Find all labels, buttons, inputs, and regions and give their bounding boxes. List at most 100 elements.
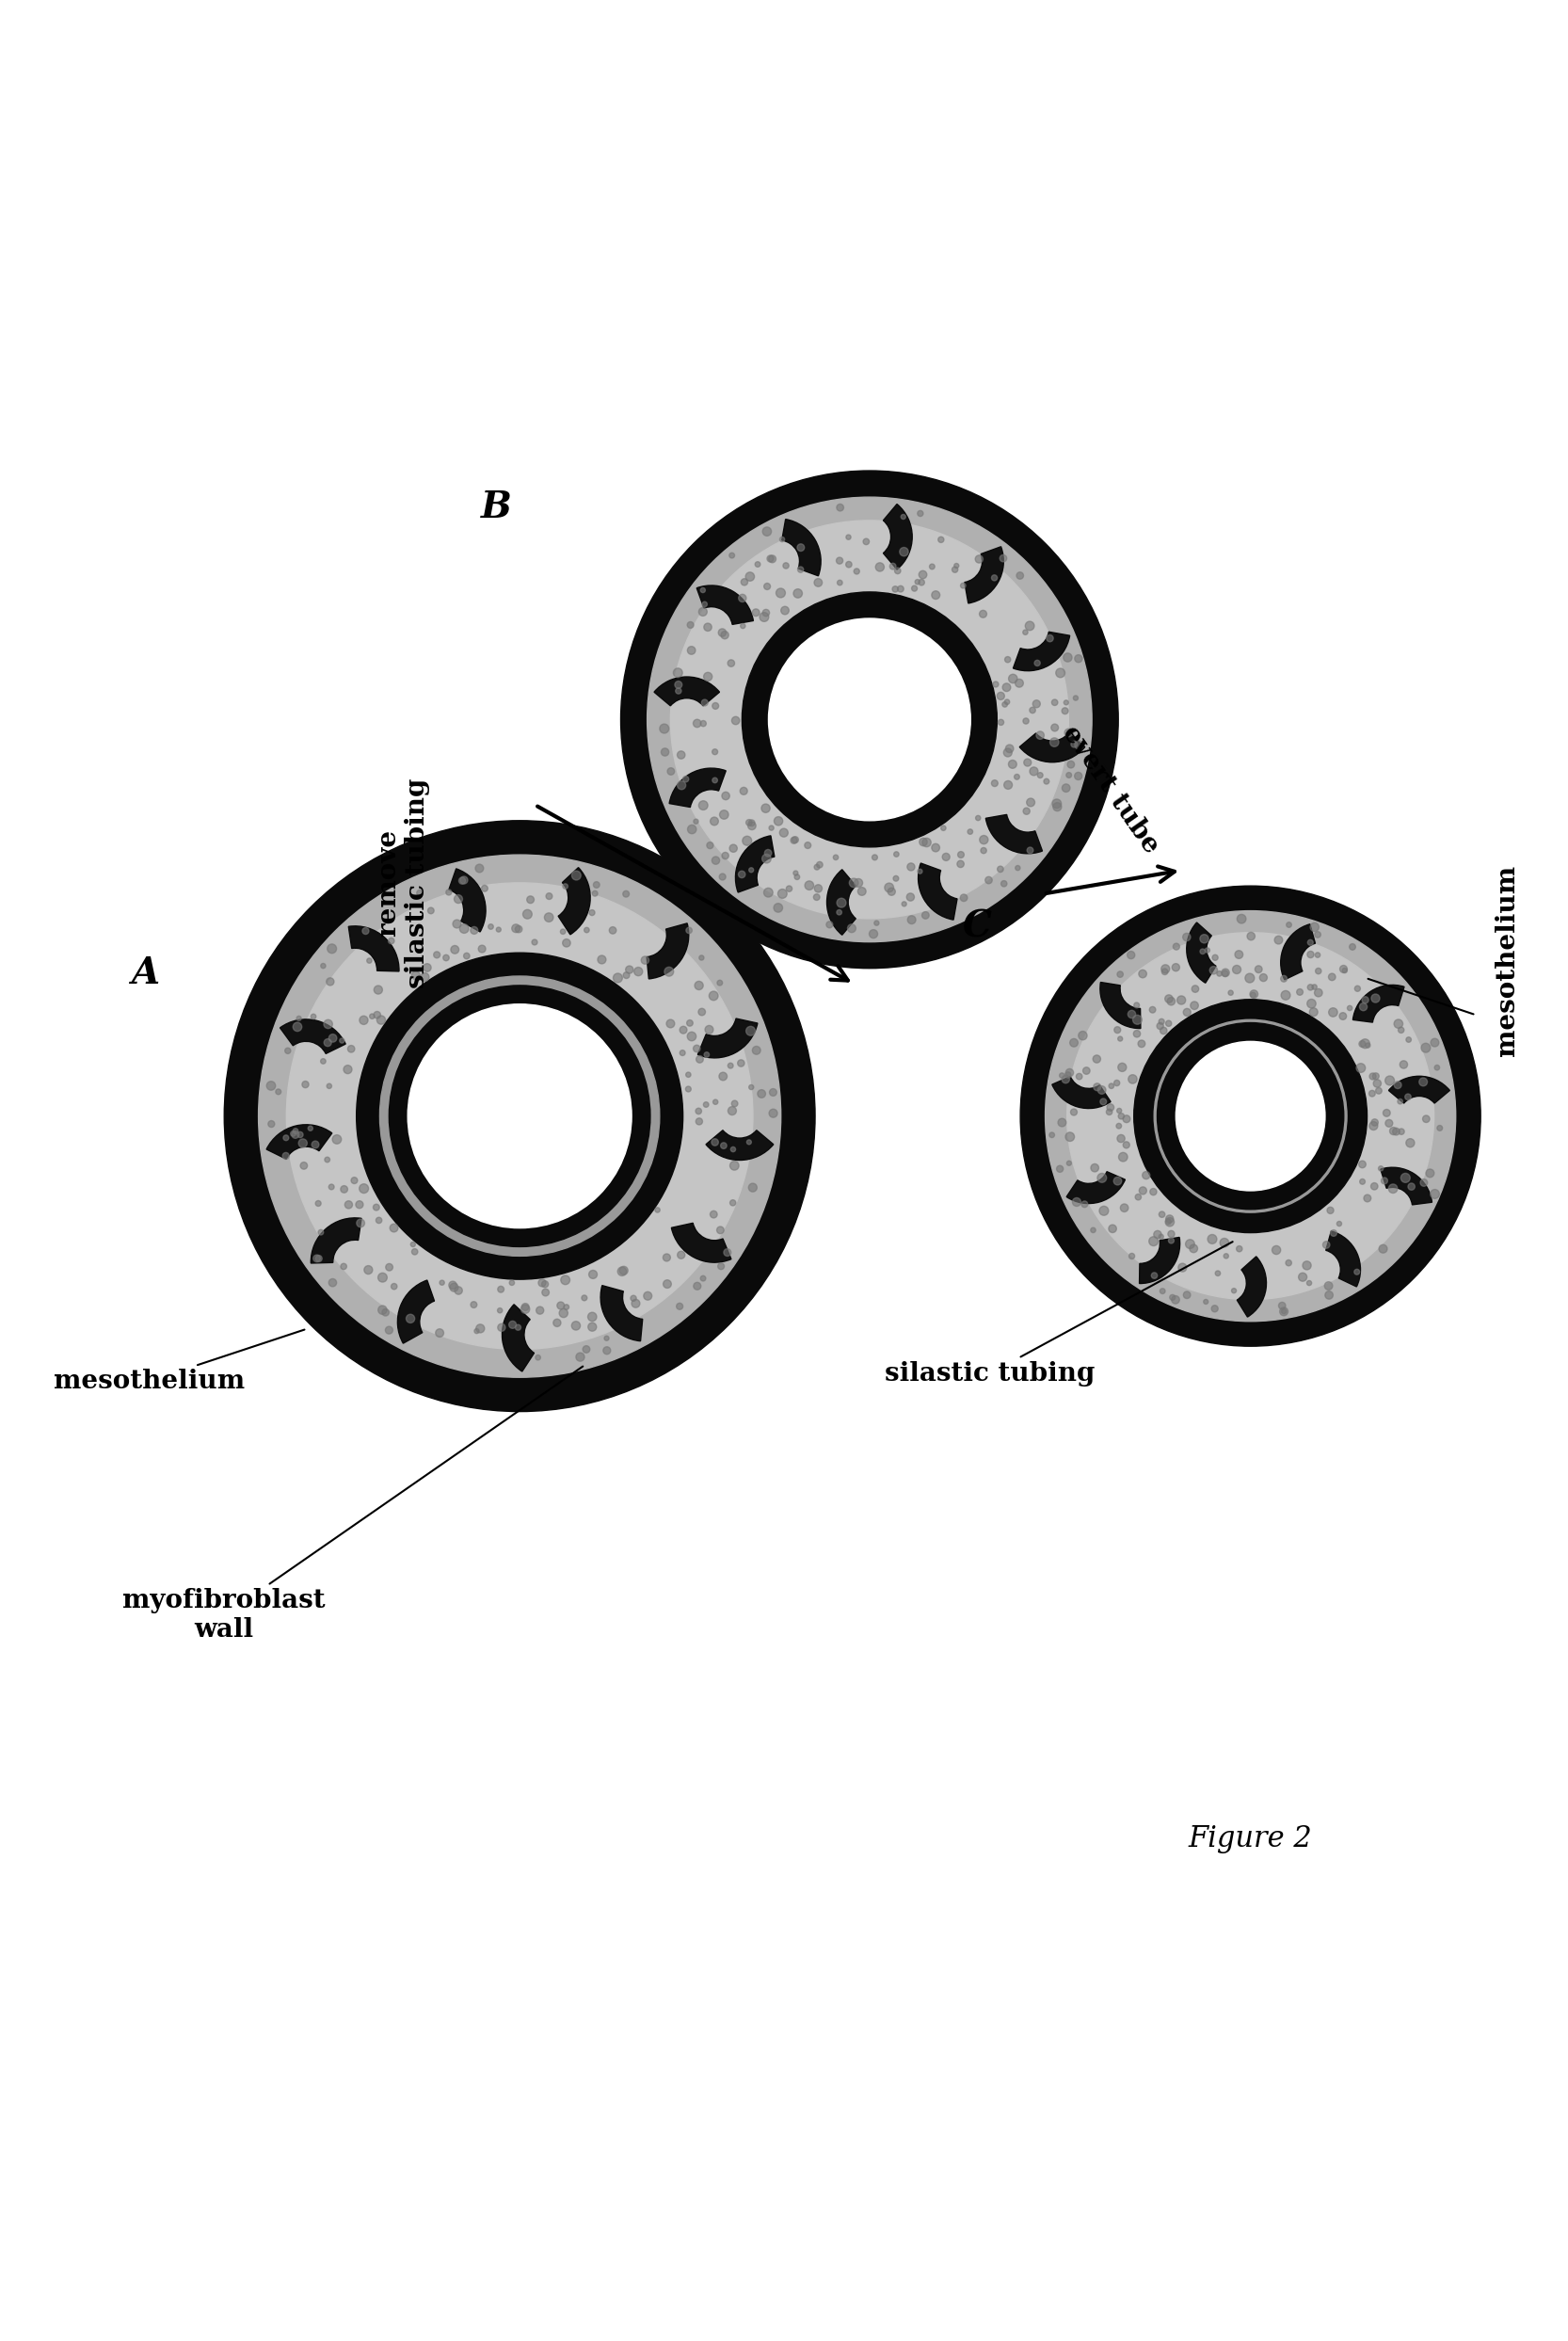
Circle shape [1394,1018,1403,1028]
Circle shape [378,1274,387,1283]
Circle shape [1058,1119,1066,1126]
Circle shape [706,1025,713,1035]
Circle shape [704,672,712,681]
Wedge shape [1353,986,1405,1023]
Circle shape [1057,1166,1063,1173]
Circle shape [1421,1044,1430,1053]
Wedge shape [558,869,590,934]
Circle shape [593,890,597,897]
Circle shape [1098,1086,1105,1093]
Circle shape [855,878,862,887]
Circle shape [423,964,431,972]
Circle shape [717,1227,724,1234]
Circle shape [731,1147,735,1152]
Circle shape [902,515,906,520]
Circle shape [1419,1077,1427,1086]
Circle shape [980,836,988,845]
Circle shape [682,777,688,782]
Circle shape [666,1018,674,1028]
Circle shape [1016,866,1021,871]
Circle shape [837,899,847,908]
Circle shape [1309,1009,1317,1016]
Circle shape [1008,761,1016,768]
Circle shape [781,606,789,613]
Circle shape [259,854,781,1377]
Circle shape [1143,1170,1149,1180]
Circle shape [1314,988,1322,997]
Circle shape [1430,1039,1439,1046]
Circle shape [1079,1032,1087,1039]
Circle shape [685,1072,691,1077]
Circle shape [373,1203,379,1210]
Circle shape [696,1056,704,1063]
Circle shape [1436,1126,1443,1131]
Circle shape [318,1229,323,1236]
Circle shape [475,864,483,873]
Circle shape [648,496,1091,941]
Circle shape [1021,885,1480,1346]
Circle shape [762,609,770,616]
Circle shape [1123,1114,1131,1124]
Circle shape [1159,1234,1163,1238]
Circle shape [1366,1042,1370,1049]
Circle shape [1065,1133,1074,1142]
Circle shape [895,569,900,574]
Wedge shape [670,768,726,808]
Circle shape [554,1318,561,1327]
Circle shape [919,578,925,585]
Circle shape [1190,1245,1198,1252]
Circle shape [908,864,914,871]
Circle shape [699,609,707,616]
Circle shape [1369,1121,1378,1131]
Circle shape [1311,922,1319,932]
Circle shape [1055,667,1065,677]
Circle shape [1107,1105,1113,1112]
Circle shape [544,913,554,922]
Circle shape [1385,1077,1394,1086]
Circle shape [770,1089,776,1096]
Circle shape [814,864,820,871]
Circle shape [1014,775,1019,780]
Circle shape [1363,997,1369,1004]
Circle shape [521,1304,530,1313]
Circle shape [1116,972,1123,976]
Circle shape [329,1035,337,1042]
Circle shape [1004,749,1011,756]
Circle shape [709,990,718,1000]
Circle shape [1173,943,1179,950]
Circle shape [439,1281,444,1285]
Circle shape [1065,728,1073,737]
Circle shape [1405,1093,1411,1100]
Circle shape [1389,1185,1397,1194]
Circle shape [588,1313,597,1320]
Circle shape [1281,976,1287,981]
Circle shape [1215,1271,1220,1276]
Circle shape [1184,1009,1190,1016]
Circle shape [750,1084,754,1089]
Circle shape [362,927,368,934]
Circle shape [450,946,459,953]
Circle shape [676,688,682,693]
Circle shape [1074,655,1082,663]
Circle shape [1325,1283,1333,1290]
Circle shape [1272,1245,1281,1255]
Circle shape [287,883,753,1348]
Circle shape [1076,1075,1082,1079]
Circle shape [753,1046,760,1053]
Circle shape [1359,1180,1366,1185]
Circle shape [1259,974,1267,981]
Circle shape [310,1014,317,1018]
Circle shape [1024,758,1032,766]
Circle shape [597,955,605,964]
Circle shape [1279,1306,1287,1316]
Circle shape [329,1278,337,1288]
Circle shape [1000,555,1007,562]
Circle shape [917,510,924,517]
Circle shape [804,880,814,890]
Circle shape [1408,1182,1414,1189]
Circle shape [1399,1028,1403,1032]
Circle shape [1065,1072,1071,1077]
Wedge shape [782,520,822,576]
Circle shape [1091,1163,1099,1173]
Circle shape [729,845,737,852]
